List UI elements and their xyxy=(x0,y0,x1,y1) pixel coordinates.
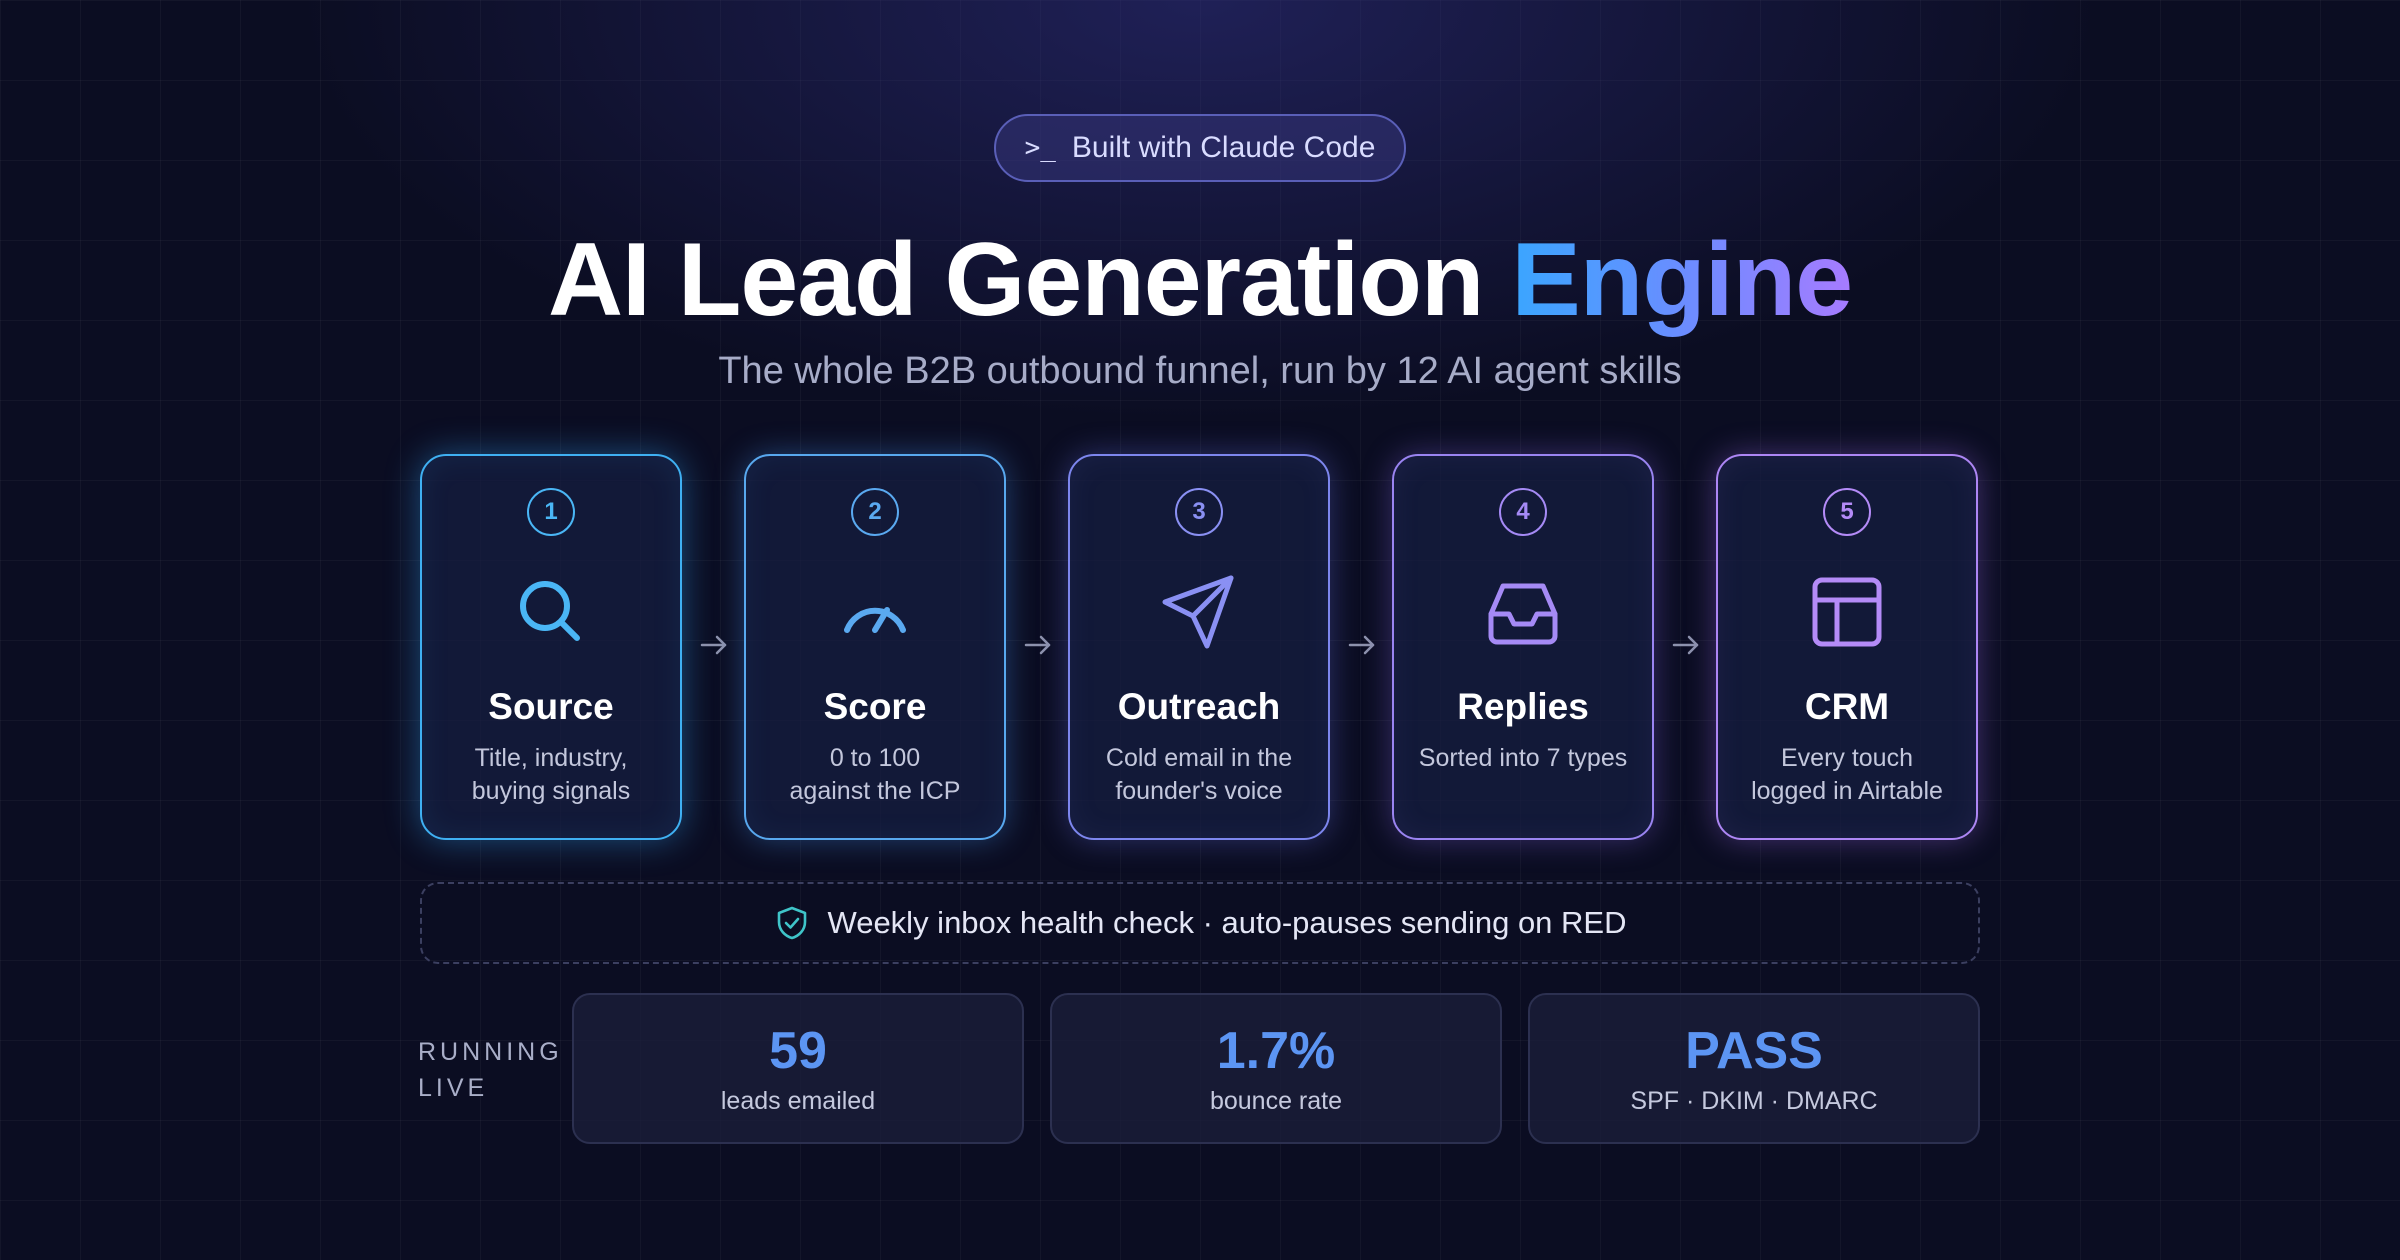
built-with-badge: >_ Built with Claude Code xyxy=(994,114,1406,182)
step-desc-line: against the ICP xyxy=(789,777,961,805)
step-desc-line: 0 to 100 xyxy=(829,744,921,772)
step-card-crm: 5 CRM Every touch logged in Airtable xyxy=(1716,454,1978,840)
step-desc-line: buying signals xyxy=(471,777,631,805)
step-card-replies: 4 Replies Sorted into 7 types xyxy=(1392,454,1654,840)
terminal-icon: >_ xyxy=(1024,133,1056,163)
step-number: 4 xyxy=(1499,488,1547,536)
step-desc-line: founder's voice xyxy=(1115,777,1283,805)
running-line: LIVE xyxy=(418,1074,489,1102)
step-name: Source xyxy=(488,686,614,727)
step-card-source: 1 Source Title, industry, buying signals xyxy=(420,454,682,840)
step-description: Title, industry, buying signals xyxy=(472,742,630,808)
step-name: Outreach xyxy=(1117,686,1281,727)
shield-check-icon xyxy=(777,906,806,940)
step-desc-line: logged in Airtable xyxy=(1751,777,1943,805)
arrow-right-icon xyxy=(700,635,727,655)
stat-card-leads: 59 leads emailed xyxy=(572,993,1024,1144)
page-subtitle: The whole B2B outbound funnel, run by 12… xyxy=(718,350,1682,392)
step-desc-line: Sorted into 7 types xyxy=(1418,744,1628,772)
step-number: 1 xyxy=(527,488,575,536)
stat-value: 1.7% xyxy=(1216,1022,1336,1080)
title-accent: Engine xyxy=(1511,222,1853,338)
step-desc-line: Every touch xyxy=(1780,744,1913,772)
stat-value: 59 xyxy=(769,1022,827,1080)
running-live-label: RUNNING LIVE xyxy=(418,1034,563,1106)
stat-label: leads emailed xyxy=(720,1087,876,1115)
stat-value: PASS xyxy=(1685,1022,1823,1080)
step-number: 3 xyxy=(1175,488,1223,536)
stat-card-auth: PASS SPF · DKIM · DMARC xyxy=(1528,993,1980,1144)
send-icon xyxy=(1162,575,1234,649)
badge-label: Built with Claude Code xyxy=(1071,131,1376,164)
step-card-score: 2 Score 0 to 100 against the ICP xyxy=(744,454,1006,840)
step-name: Score xyxy=(823,686,927,727)
layout-icon xyxy=(1812,577,1882,647)
step-description: Every touch logged in Airtable xyxy=(1751,742,1943,808)
step-number: 5 xyxy=(1823,488,1871,536)
stat-label: bounce rate xyxy=(1209,1087,1343,1115)
step-description: 0 to 100 against the ICP xyxy=(790,742,961,808)
gauge-icon xyxy=(844,607,906,633)
health-check-banner: Weekly inbox health check · auto-pauses … xyxy=(420,882,1980,964)
step-desc-line: Cold email in the xyxy=(1105,744,1293,772)
title-main: AI Lead Generation xyxy=(547,222,1485,338)
step-card-outreach: 3 Outreach Cold email in the founder's v… xyxy=(1068,454,1330,840)
arrow-right-icon xyxy=(1672,635,1699,655)
stat-label: SPF · DKIM · DMARC xyxy=(1630,1087,1878,1115)
page-title: AI Lead Generation Engine xyxy=(0,210,2400,350)
health-check-text: Weekly inbox health check · auto-pauses … xyxy=(827,905,1627,940)
step-desc-line: Title, industry, xyxy=(474,744,628,772)
step-description: Cold email in the founder's voice xyxy=(1106,742,1292,808)
step-name: CRM xyxy=(1804,686,1890,727)
stat-card-bounce: 1.7% bounce rate xyxy=(1050,993,1502,1144)
step-description: Sorted into 7 types xyxy=(1419,742,1627,775)
search-icon xyxy=(520,581,580,641)
arrow-right-icon xyxy=(1024,635,1051,655)
step-number: 2 xyxy=(851,488,899,536)
arrow-right-icon xyxy=(1348,635,1375,655)
running-line: RUNNING xyxy=(418,1038,563,1066)
step-name: Replies xyxy=(1457,686,1589,727)
inbox-icon xyxy=(1488,583,1558,645)
